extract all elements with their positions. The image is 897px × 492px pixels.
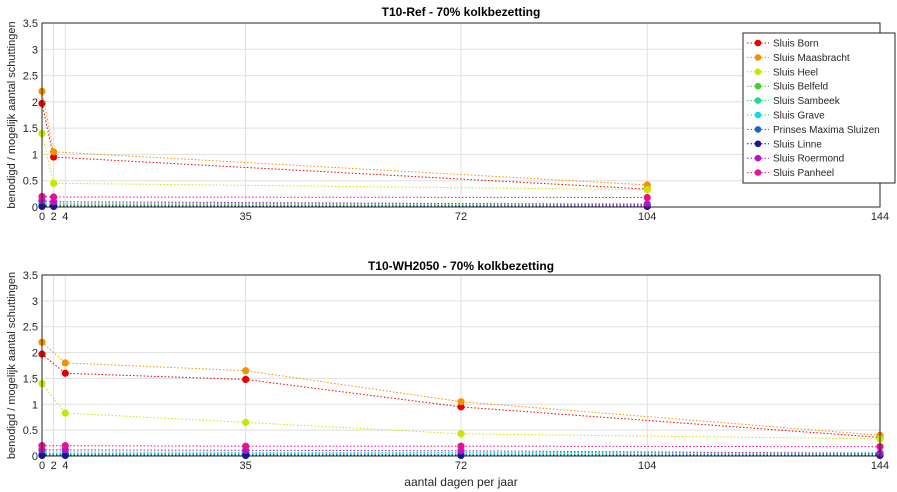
data-point bbox=[242, 367, 250, 375]
data-point bbox=[61, 359, 69, 367]
legend-label: Sluis Maasbracht bbox=[773, 53, 850, 64]
legend-marker bbox=[754, 111, 762, 119]
chart-title: T10-WH2050 - 70% kolkbezetting bbox=[368, 259, 554, 273]
y-axis-label: benodigd / mogelijk aantal schuttingen bbox=[6, 21, 18, 208]
x-tick-label: 72 bbox=[455, 460, 467, 472]
data-point bbox=[61, 451, 69, 460]
x-tick-label: 104 bbox=[638, 211, 656, 223]
x-tick-label: 35 bbox=[240, 460, 252, 472]
legend: Sluis Born Sluis Maasbracht Sluis Heel Slui… bbox=[742, 32, 896, 184]
data-point bbox=[50, 179, 58, 187]
legend-label: Sluis Roermond bbox=[773, 154, 844, 165]
x-tick-label: 0 bbox=[39, 460, 45, 472]
axes-box bbox=[41, 274, 881, 457]
y-tick-label: 2 bbox=[32, 97, 38, 109]
legend-label: Sluis Panheel bbox=[773, 168, 834, 179]
y-tick-label: 1.5 bbox=[23, 373, 38, 385]
y-axis-label: benodigd / mogelijk aantal schuttingen bbox=[6, 272, 18, 459]
data-point bbox=[457, 442, 465, 450]
y-tick-label: 3 bbox=[32, 44, 38, 56]
data-point bbox=[242, 451, 250, 460]
data-point bbox=[643, 193, 651, 202]
y-tick-label: 2.5 bbox=[23, 71, 38, 83]
data-point bbox=[242, 375, 250, 384]
chart-wh2050: 00.511.522.533.50 2 4 35 72 104 144T10-WH2050 … bbox=[6, 259, 889, 489]
x-tick-label: 2 bbox=[51, 211, 57, 223]
y-tick-label: 3.5 bbox=[23, 270, 38, 282]
legend-marker bbox=[754, 169, 762, 176]
y-tick-label: 2.5 bbox=[23, 322, 38, 334]
y-tick-label: 0 bbox=[32, 451, 38, 463]
legend-label: Sluis Heel bbox=[773, 67, 818, 78]
legend-marker bbox=[754, 39, 762, 47]
y-tick-label: 3.5 bbox=[23, 18, 38, 30]
x-tick-label: 0 bbox=[39, 211, 45, 223]
data-point bbox=[61, 369, 69, 377]
y-tick-label: 2 bbox=[32, 348, 38, 360]
y-tick-label: 1 bbox=[32, 399, 38, 411]
x-tick-label: 35 bbox=[240, 211, 252, 223]
data-point bbox=[242, 442, 250, 450]
data-point bbox=[61, 409, 69, 417]
data-point bbox=[242, 418, 250, 426]
legend-marker bbox=[754, 97, 762, 104]
data-point bbox=[50, 148, 58, 156]
y-tick-label: 3 bbox=[32, 296, 38, 308]
data-point bbox=[457, 403, 465, 411]
legend-label: Sluis Born bbox=[773, 39, 819, 50]
legend-label: Sluis Linne bbox=[773, 139, 822, 150]
x-tick-label: 144 bbox=[871, 460, 889, 472]
x-tick-label: 72 bbox=[455, 211, 467, 223]
data-point bbox=[457, 430, 465, 438]
series-line bbox=[41, 103, 648, 190]
legend-label: Sluis Belfeld bbox=[773, 82, 828, 93]
y-tick-label: 1 bbox=[32, 149, 38, 161]
data-point bbox=[50, 193, 58, 201]
legend-marker bbox=[754, 82, 762, 90]
data-point bbox=[61, 442, 69, 450]
legend-label: Prinses Maxima Sluizen bbox=[773, 125, 880, 136]
legend-marker bbox=[754, 54, 762, 61]
legend-marker bbox=[754, 68, 762, 76]
legend-marker bbox=[754, 154, 762, 162]
data-point bbox=[643, 186, 651, 194]
data-point bbox=[457, 398, 465, 406]
legend-marker bbox=[754, 140, 762, 148]
y-tick-label: 1.5 bbox=[23, 123, 38, 135]
legend-label: Sluis Sambeek bbox=[773, 96, 841, 107]
chart-title: T10-Ref - 70% kolkbezetting bbox=[382, 5, 541, 19]
legend-marker bbox=[754, 126, 762, 133]
x-tick-label: 2 bbox=[51, 460, 57, 472]
data-point bbox=[643, 200, 651, 208]
x-tick-label: 144 bbox=[871, 211, 889, 223]
y-tick-label: 0.5 bbox=[23, 425, 38, 437]
y-tick-label: 0 bbox=[32, 202, 38, 214]
y-tick-label: 0.5 bbox=[23, 176, 38, 188]
x-tick-label: 4 bbox=[62, 211, 68, 223]
x-tick-label: 104 bbox=[638, 460, 656, 472]
x-tick-label: 4 bbox=[62, 460, 68, 472]
legend-label: Sluis Grave bbox=[773, 111, 825, 122]
data-point bbox=[50, 153, 58, 161]
x-axis-label: aantal dagen per jaar bbox=[404, 475, 517, 489]
